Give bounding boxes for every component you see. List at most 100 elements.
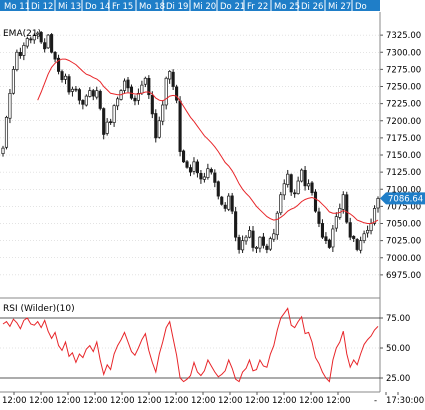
candle-body	[310, 182, 314, 194]
candle-body	[147, 78, 151, 96]
date-label: Mi 27	[328, 2, 351, 12]
candle-body	[188, 167, 193, 173]
time-label: 12:00	[245, 396, 270, 405]
time-label: 12:00	[218, 396, 243, 405]
candle-body	[63, 75, 68, 80]
time-label: 12:00	[299, 396, 324, 405]
candle-body	[209, 169, 213, 173]
candle-body	[70, 88, 74, 92]
candle-body	[275, 212, 279, 236]
candlestick-series	[1, 31, 380, 254]
candle-body	[376, 198, 380, 209]
candle-body	[178, 100, 182, 152]
date-label: Di 26	[301, 2, 323, 12]
candle-body	[307, 183, 311, 187]
price-tick-label: 7275.00	[386, 65, 421, 75]
candle-body	[192, 161, 196, 172]
candle-body	[206, 168, 210, 178]
price-tick-label: 7250.00	[386, 83, 421, 93]
time-label: 12:00	[272, 396, 297, 405]
candle-body	[352, 235, 356, 239]
candle-body	[213, 172, 217, 183]
candle-body	[244, 236, 248, 242]
candle-body	[372, 208, 377, 224]
candle-body	[43, 42, 47, 50]
candle-body	[8, 92, 12, 119]
candle-body	[254, 247, 259, 249]
ema-legend-label: EMA(21)	[3, 29, 41, 39]
date-label: Mo 25	[274, 2, 300, 12]
date-label: Mi 13	[58, 2, 81, 12]
candle-body	[53, 52, 57, 60]
candle-body	[122, 80, 127, 91]
price-tick-label: 7100.00	[386, 185, 421, 195]
candle-body	[112, 105, 116, 123]
candle-body	[22, 45, 26, 56]
candle-body	[237, 237, 241, 250]
time-label: 17:30:00	[386, 396, 424, 405]
candle-body	[227, 195, 231, 210]
last-price-badge	[380, 192, 425, 205]
price-grid	[0, 34, 380, 276]
candle-body	[15, 51, 19, 70]
date-label: Di 12	[31, 2, 53, 12]
ema-line	[37, 58, 379, 224]
candle-body	[126, 79, 130, 89]
candle-body	[286, 173, 290, 185]
candle-body	[272, 233, 276, 240]
price-tick-label: 7025.00	[386, 237, 421, 247]
candle-body	[324, 236, 328, 241]
candle-body	[91, 90, 95, 97]
date-label: Fr 22	[247, 2, 268, 12]
candle-body	[265, 245, 269, 250]
date-label: Do 14	[85, 2, 110, 12]
time-label: 12:00	[110, 396, 135, 405]
candle-body	[157, 120, 161, 138]
candle-body	[11, 69, 15, 94]
candle-body	[164, 77, 168, 106]
candle-body	[303, 170, 307, 187]
candle-body	[74, 88, 78, 91]
candle-body	[182, 150, 186, 163]
candle-body	[279, 194, 283, 214]
date-label: Do	[355, 2, 367, 12]
candle-body	[341, 194, 345, 210]
price-axis: 7325.00 7300.00 7275.00 7250.00 7225.00 7200.…	[379, 12, 421, 392]
date-label: Mi 20	[193, 2, 216, 12]
candle-body	[185, 161, 189, 168]
rsi-grid	[0, 317, 380, 379]
candle-body	[175, 86, 179, 101]
candle-body	[355, 239, 359, 250]
candle-body	[282, 183, 286, 196]
rsi-axis: 75.00 50.00 25.00	[380, 314, 410, 384]
candle-body	[241, 240, 245, 251]
candle-body	[25, 38, 29, 47]
last-price-label: 7086.64	[388, 194, 423, 204]
candle-body	[317, 211, 321, 224]
candle-body	[220, 196, 224, 205]
candle-body	[289, 174, 293, 193]
candle-body	[331, 228, 335, 248]
candle-body	[50, 34, 54, 53]
candle-body	[195, 161, 199, 174]
candle-body	[46, 34, 50, 49]
time-label: 12:00	[326, 396, 351, 405]
candle-body	[345, 194, 349, 223]
candle-body	[136, 92, 140, 101]
candle-body	[223, 204, 227, 209]
price-tick-label: 7050.00	[386, 220, 421, 230]
candle-body	[57, 57, 61, 72]
time-label: -	[374, 396, 377, 405]
candle-body	[18, 51, 22, 57]
price-tick-label: 6975.00	[386, 271, 421, 281]
candle-body	[251, 230, 255, 248]
price-tick-label: 7225.00	[386, 100, 421, 110]
candle-body	[268, 238, 272, 250]
candle-body	[39, 32, 43, 43]
candle-body	[171, 71, 175, 87]
candle-body	[67, 76, 71, 93]
time-label: 12:00	[137, 396, 162, 405]
candle-body	[261, 236, 265, 246]
candle-body	[202, 176, 206, 180]
candle-body	[4, 116, 9, 148]
